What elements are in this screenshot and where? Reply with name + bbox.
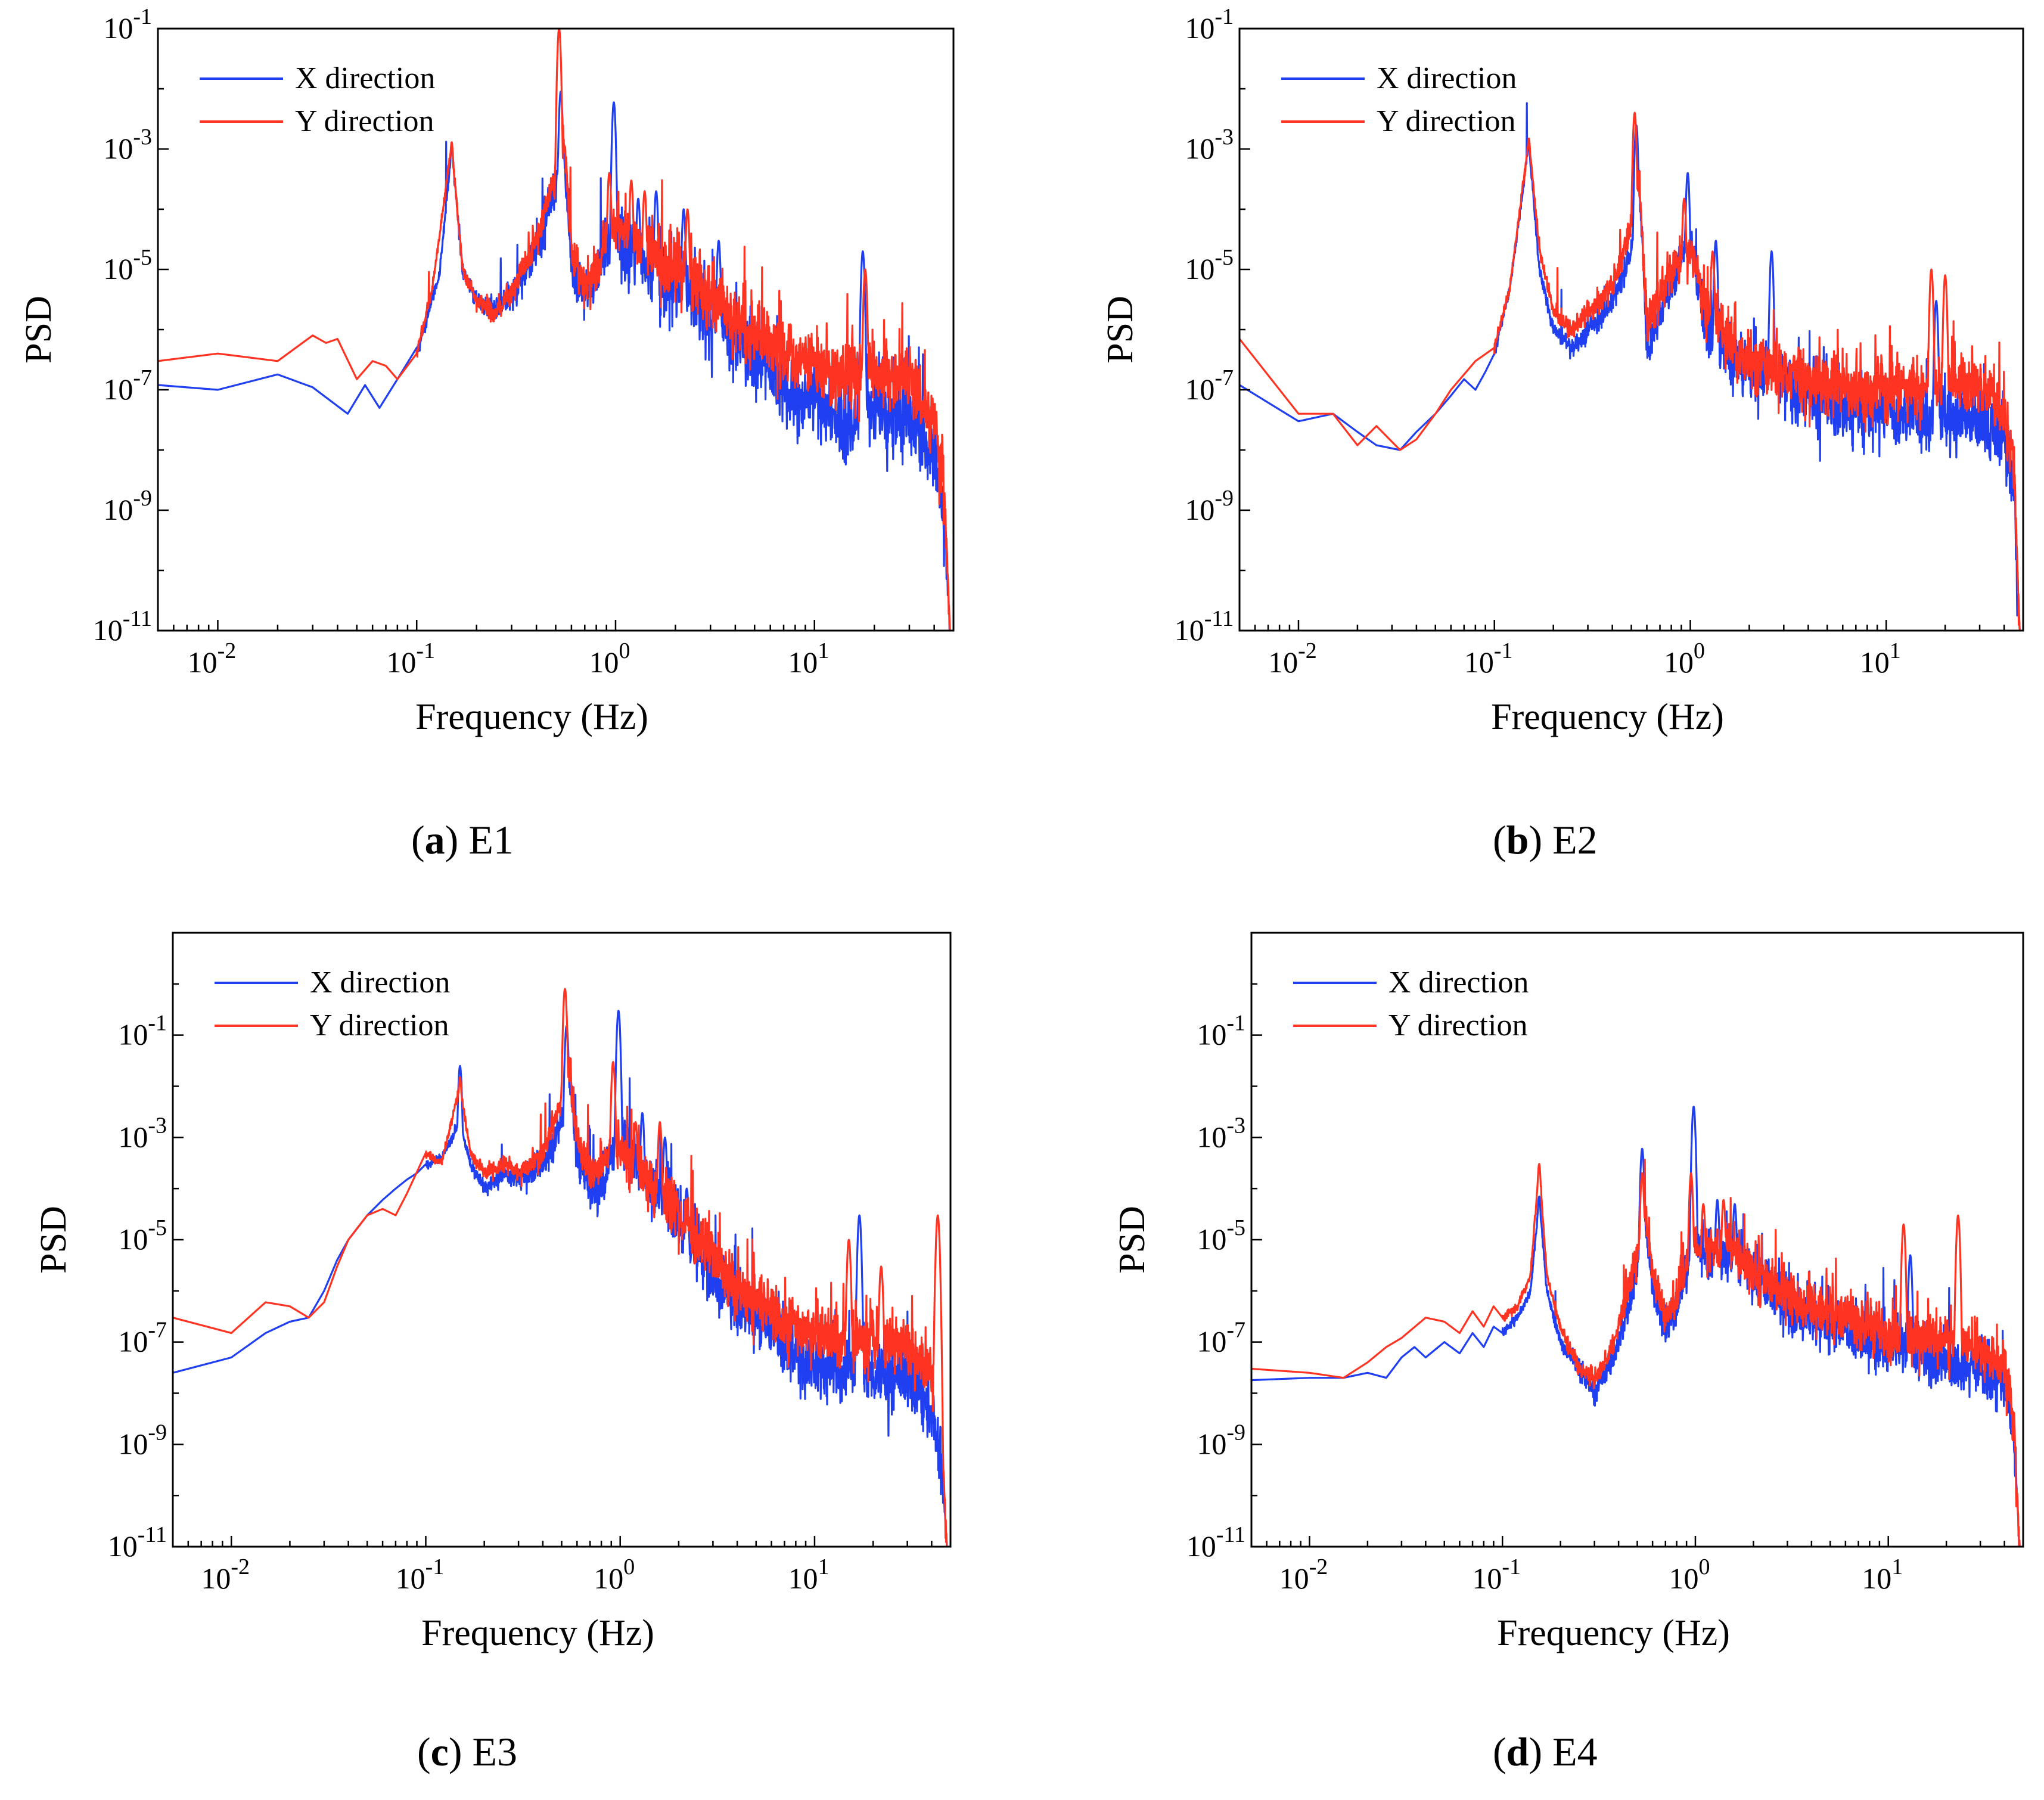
series-line-c-y-direction (173, 988, 948, 1547)
x-axis-title-a: Frequency (Hz) (415, 697, 648, 737)
x-tick-label-a: 10-2 (188, 638, 237, 679)
y-tick-label-a: 10-3 (103, 125, 152, 165)
y-axis-title-a: PSD (18, 296, 59, 364)
legend-label-x-direction: X direction (295, 61, 435, 95)
y-tick-label-b: 10-9 (1185, 486, 1234, 526)
y-tick-label-c: 10-9 (118, 1420, 167, 1460)
caption-letter-b: b (1506, 817, 1529, 862)
caption-c: (c) E3 (417, 1729, 518, 1774)
chart-panel-d: 10-2 10-1 100 101 10-1 10-3 10-5 10-7 10-9 10-11 F… (1112, 932, 2024, 1653)
y-tick-label-a: 10-7 (103, 365, 152, 406)
caption-a: (a) E1 (411, 817, 514, 862)
y-tick-label-d: 10-1 (1197, 1011, 1245, 1051)
x-tick-label-b: 101 (1860, 638, 1901, 679)
y-tick-label-b: 10-11 (1175, 606, 1234, 647)
y-tick-label-d: 10-7 (1197, 1318, 1245, 1358)
x-tick-label-a: 101 (788, 638, 829, 679)
plot-area-c (173, 988, 948, 1547)
plot-area-d (1251, 1106, 2021, 1547)
x-axis-title-b: Frequency (Hz) (1491, 697, 1724, 737)
series-line-c-x-direction (173, 1010, 948, 1547)
caption-letter-c: c (430, 1729, 449, 1774)
legend-label-y-direction: Y direction (1377, 104, 1515, 138)
x-axis-title-d: Frequency (Hz) (1497, 1613, 1730, 1653)
y-tick-label-a: 10-11 (93, 606, 152, 647)
legend-c: X direction Y direction (215, 966, 450, 1042)
legend-label-y-direction: Y direction (310, 1008, 449, 1042)
x-tick-label-d: 100 (1669, 1554, 1710, 1595)
plot-frame-b (1238, 27, 2024, 632)
series-line-d-x-direction (1251, 1106, 2021, 1547)
x-tick-label-b: 10-2 (1268, 638, 1317, 679)
y-tick-label-a: 10-1 (103, 4, 152, 45)
x-tick-label-b: 100 (1664, 638, 1705, 679)
y-tick-label-d: 10-11 (1186, 1522, 1245, 1563)
y-axis-title-c: PSD (33, 1206, 74, 1274)
series-line-a-y-direction (158, 29, 951, 631)
legend-label-y-direction: Y direction (1388, 1008, 1527, 1042)
y-axis-title-d: PSD (1112, 1206, 1153, 1274)
legend-label-x-direction: X direction (310, 966, 450, 1000)
x-tick-label-d: 10-1 (1472, 1554, 1521, 1595)
series-line-a-x-direction (158, 91, 950, 631)
caption-name-a: E1 (468, 817, 514, 862)
y-tick-label-d: 10-3 (1197, 1113, 1245, 1153)
chart-panel-a: 10-2 10-1 100 101 10-1 10-3 10-5 10-7 10-9 10-11 F… (18, 4, 955, 737)
chart-panel-c: 10-2 10-1 100 101 10-1 10-3 10-5 10-7 10-9 10-11 F… (33, 932, 952, 1653)
x-tick-label-a: 100 (589, 638, 630, 679)
caption-letter-d: d (1506, 1729, 1529, 1774)
series-line-d-y-direction (1251, 1159, 2021, 1547)
y-tick-label-b: 10-1 (1185, 4, 1234, 45)
caption-name-b: E2 (1552, 817, 1598, 862)
legend-b: X direction Y direction (1281, 61, 1517, 138)
y-tick-label-d: 10-9 (1197, 1420, 1245, 1460)
y-tick-label-a: 10-5 (103, 245, 152, 285)
y-axis-title-b: PSD (1100, 296, 1141, 364)
y-tick-label-b: 10-3 (1185, 125, 1234, 165)
y-tick-label-c: 10-11 (108, 1522, 167, 1563)
y-tick-label-d: 10-5 (1197, 1215, 1245, 1256)
caption-d: (d) E4 (1493, 1729, 1598, 1774)
legend-label-y-direction: Y direction (295, 104, 434, 138)
y-tick-label-c: 10-5 (118, 1215, 167, 1256)
y-tick-label-a: 10-9 (103, 486, 152, 526)
plot-area-a (158, 29, 951, 631)
x-tick-label-c: 101 (788, 1554, 829, 1595)
plot-area-b (1240, 102, 2021, 631)
x-tick-label-d: 101 (1862, 1554, 1903, 1595)
y-tick-label-c: 10-7 (118, 1318, 167, 1358)
y-tick-label-b: 10-7 (1185, 365, 1234, 406)
x-tick-label-c: 10-2 (201, 1554, 250, 1595)
legend-label-x-direction: X direction (1388, 966, 1529, 1000)
x-tick-label-c: 10-1 (396, 1554, 445, 1595)
caption-name-d: E4 (1552, 1729, 1598, 1774)
x-tick-label-c: 100 (594, 1554, 635, 1595)
caption-letter-a: a (424, 817, 445, 862)
y-tick-label-c: 10-1 (118, 1011, 167, 1051)
x-tick-label-b: 10-1 (1464, 638, 1513, 679)
x-axis-title-c: Frequency (Hz) (421, 1613, 654, 1653)
legend-a: X direction Y direction (200, 61, 435, 138)
caption-b: (b) E2 (1493, 817, 1598, 862)
x-tick-label-d: 10-2 (1279, 1554, 1328, 1595)
series-line-b-y-direction (1240, 111, 2021, 631)
y-tick-label-c: 10-3 (118, 1113, 167, 1153)
caption-name-c: E3 (472, 1729, 518, 1774)
y-tick-label-b: 10-5 (1185, 245, 1234, 285)
legend-label-x-direction: X direction (1377, 61, 1517, 95)
legend-d: X direction Y direction (1293, 966, 1529, 1042)
x-tick-label-a: 10-1 (386, 638, 435, 679)
chart-panel-b: 10-2 10-1 100 101 10-1 10-3 10-5 10-7 10-9 10-11 F… (1100, 4, 2024, 737)
